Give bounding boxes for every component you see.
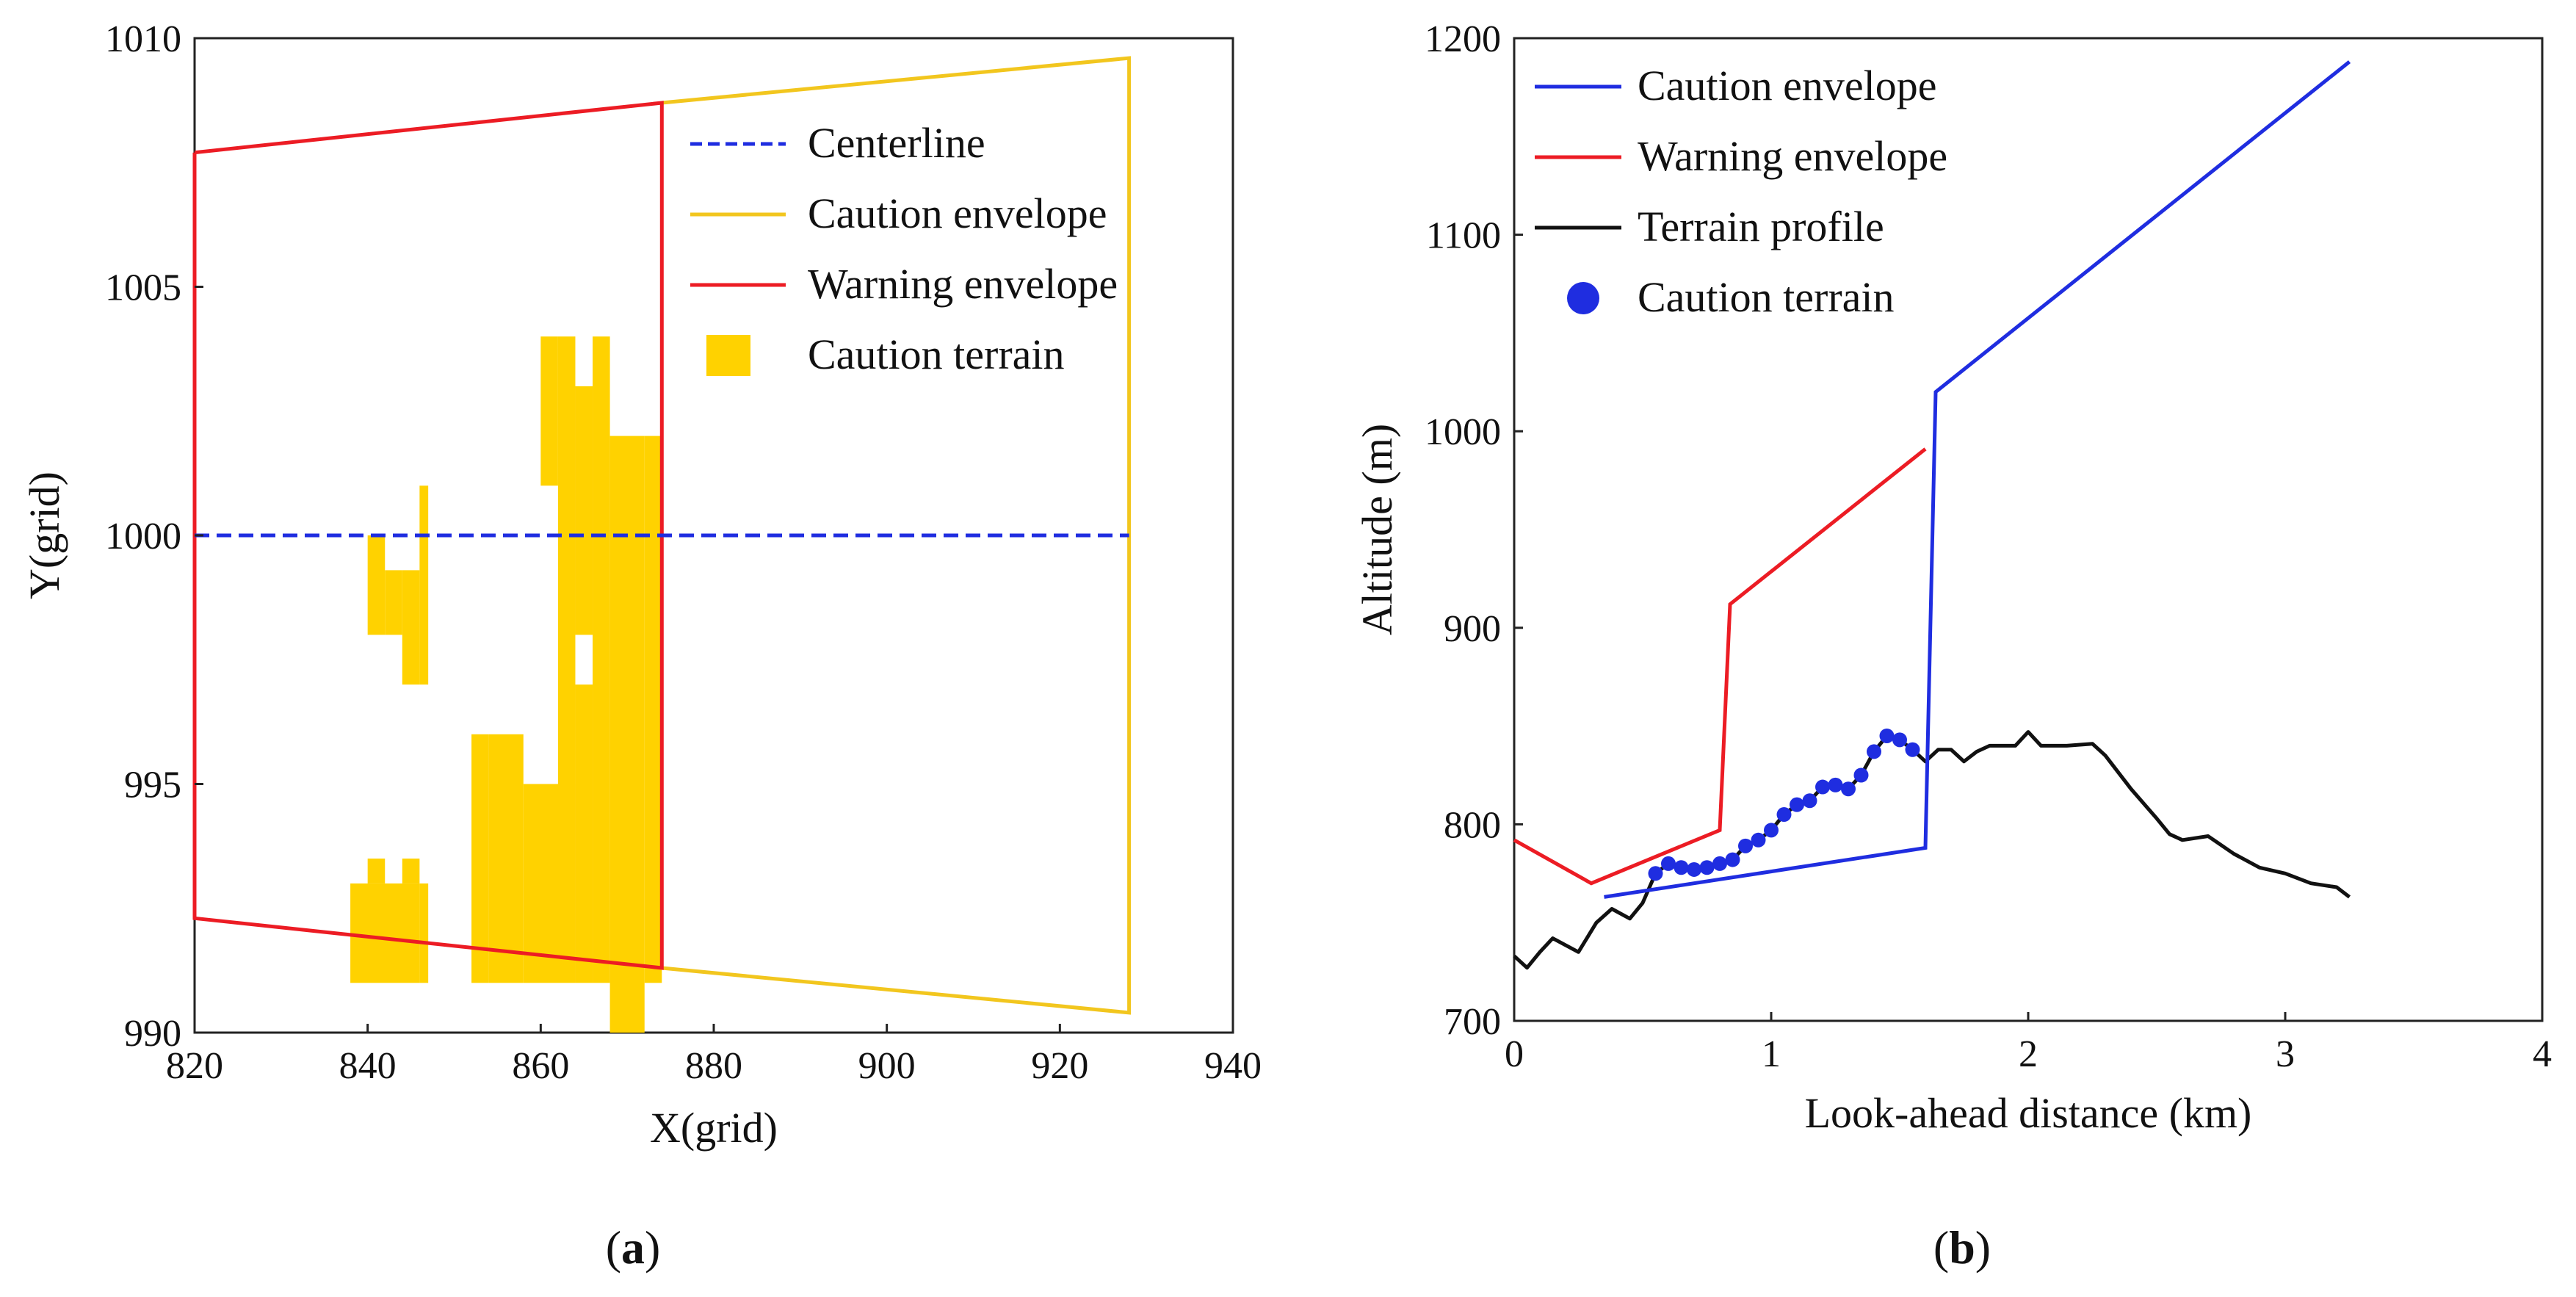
legend-a-swatch — [706, 335, 750, 376]
chart-b-ticks: 0 1 2 3 4 700 800 900 1000 1100 1200 — [1425, 18, 2552, 1075]
caution-terrain-cell — [350, 883, 420, 983]
chart-a-ytick-label: 1010 — [105, 18, 181, 60]
legend-b-label: Terrain profile — [1638, 203, 1884, 250]
caution-terrain-cell — [609, 436, 645, 1033]
chart-a-lines — [192, 56, 1132, 1015]
chart-a-xtick-label: 940 — [1204, 1045, 1262, 1087]
caution-terrain-point — [1867, 744, 1881, 759]
legend-b-label: Caution envelope — [1638, 62, 1937, 109]
chart-a-xtick-label: 900 — [858, 1045, 916, 1087]
caution-terrain-point — [1841, 781, 1856, 797]
chart-b-ytick-label: 1100 — [1426, 215, 1501, 257]
chart-b: 0 1 2 3 4 700 800 900 1000 1100 1200 Look-ahead di… — [1353, 18, 2552, 1137]
caution-terrain-point — [1828, 777, 1843, 792]
chart-b-xlabel: Look-ahead distance (km) — [1805, 1089, 2252, 1137]
caution-terrain-point — [1853, 767, 1869, 783]
caution-terrain-cell — [367, 859, 386, 884]
caution-terrain-point — [1905, 742, 1920, 757]
chart-a-ytick-label: 1000 — [105, 516, 181, 557]
legend-a-label: Caution terrain — [808, 330, 1065, 378]
chart-a-ticks: 820 840 860 880 900 920 940 990 995 1000 1005 1010 — [105, 18, 1262, 1087]
warning-envelope-line — [192, 101, 664, 970]
legend-b-label: Caution terrain — [1638, 273, 1895, 321]
caution-terrain-point — [1815, 779, 1830, 795]
legend-a-label: Centerline — [808, 119, 985, 167]
chart-a-caution-terrain — [350, 336, 662, 1033]
caution-terrain-point — [1892, 732, 1907, 748]
chart-b-ytick-label: 800 — [1444, 804, 1501, 846]
legend-b-swatch — [1567, 282, 1599, 314]
chart-a-ytick-label: 995 — [124, 765, 181, 806]
caution-terrain-point — [1776, 807, 1792, 823]
legend-a-label: Warning envelope — [808, 260, 1118, 308]
warning-envelope-line — [1513, 447, 1927, 886]
chart-a-xtick-label: 860 — [512, 1045, 569, 1087]
chart-a-xtick-label: 880 — [685, 1045, 742, 1087]
chart-b-ytick-label: 1200 — [1425, 18, 1501, 60]
chart-a-xtick-label: 920 — [1031, 1045, 1088, 1087]
chart-a-legend: Centerline Caution envelope Warning envelo… — [690, 119, 1118, 378]
caution-terrain-cell — [540, 336, 558, 486]
chart-b-xtick-label: 1 — [1762, 1033, 1781, 1075]
caution-terrain-cell — [557, 336, 576, 784]
caution-terrain-cell — [644, 436, 662, 983]
chart-a: 820 840 860 880 900 920 940990995100010051010 … — [21, 18, 1262, 1152]
caution-terrain-point — [1879, 728, 1895, 743]
caution-terrain-cell — [402, 859, 420, 884]
chart-b-xtick-label: 2 — [2019, 1033, 2038, 1075]
chart-a-ytick-label: 990 — [124, 1013, 181, 1055]
caution-terrain-point — [1751, 832, 1766, 848]
caution-terrain-cell — [488, 734, 524, 983]
chart-b-xtick-label: 3 — [2276, 1033, 2295, 1075]
caution-terrain-point — [1674, 860, 1689, 875]
chart-b-ytick-label: 1000 — [1425, 411, 1501, 453]
caution-terrain-point — [1725, 852, 1740, 867]
chart-a-xlabel: X(grid) — [650, 1104, 778, 1152]
caution-terrain-cell — [385, 570, 402, 635]
chart-b-xtick-label: 4 — [2533, 1033, 2552, 1075]
chart-b-ylabel: Altitude (m) — [1353, 424, 1401, 635]
chart-b-legend: Caution envelope Warning envelope Terrain … — [1535, 62, 1947, 321]
caution-terrain-cell — [402, 570, 420, 685]
caution-terrain-cell — [471, 734, 489, 983]
caution-terrain-point — [1790, 797, 1804, 812]
panel-label-b: (b) — [1933, 1221, 1991, 1273]
panel-label-a: (a) — [606, 1221, 661, 1273]
chart-b-ytick-label: 700 — [1444, 1001, 1501, 1043]
caution-terrain-point — [1648, 866, 1663, 881]
caution-terrain-cell — [575, 386, 593, 635]
caution-terrain-cell — [523, 784, 576, 983]
legend-a-label: Caution envelope — [808, 189, 1107, 237]
caution-terrain-point — [1699, 860, 1715, 875]
caution-terrain-point — [1738, 838, 1753, 853]
caution-envelope-line — [1604, 60, 2351, 899]
chart-b-caution-terrain — [1648, 728, 1920, 881]
caution-terrain-cell — [593, 336, 610, 983]
caution-terrain-point — [1802, 793, 1817, 809]
chart-a-ytick-label: 1005 — [105, 267, 181, 309]
caution-terrain-point — [1712, 856, 1727, 871]
caution-terrain-point — [1661, 856, 1676, 871]
caution-terrain-cell — [367, 535, 386, 635]
caution-terrain-cell — [419, 485, 429, 685]
chart-b-ytick-label: 900 — [1444, 608, 1501, 650]
caution-terrain-cell — [419, 883, 429, 983]
chart-b-frame — [1513, 37, 2544, 1022]
legend-b-label: Warning envelope — [1638, 132, 1947, 180]
chart-a-xtick-label: 840 — [339, 1045, 397, 1087]
chart-b-xtick-label: 0 — [1505, 1033, 1524, 1075]
chart-a-ylabel: Y(grid) — [21, 472, 68, 599]
caution-terrain-point — [1764, 823, 1779, 838]
caution-terrain-cell — [575, 684, 593, 983]
caution-terrain-point — [1687, 861, 1701, 877]
chart-a-xtick-label: 820 — [166, 1045, 223, 1087]
